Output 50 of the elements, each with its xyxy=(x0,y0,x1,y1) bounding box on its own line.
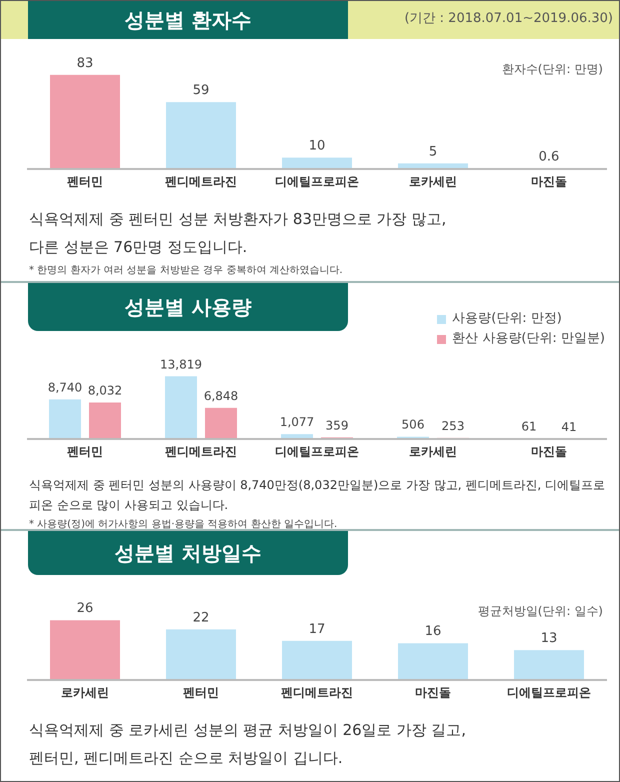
x-tick-label: 펜터민 xyxy=(67,444,103,459)
x-tick-label: 마진돌 xyxy=(531,444,567,459)
data-label: 61 xyxy=(521,420,537,434)
data-label: 16 xyxy=(424,624,442,640)
y-axis-title: 환자수(단위: 만명) xyxy=(502,61,603,78)
data-label: 506 xyxy=(402,418,424,432)
chart-title: 성분별 처방일수 xyxy=(28,531,348,575)
legend-label: 환산 사용량(단위: 만일분) xyxy=(451,330,605,348)
text: 펜터민, 펜디메트라진 순으로 처방일이 깁니다. xyxy=(29,748,344,769)
legend-label: 사용량(단위: 만정) xyxy=(451,310,563,328)
x-tick-label: 디에틸프로피온 xyxy=(275,174,359,189)
text: * 사용량(정)에 허가사항의 용법·용량을 적용하여 환산한 일수입니다. xyxy=(29,518,338,532)
data-label: 41 xyxy=(561,420,577,434)
data-label: 13,819 xyxy=(160,357,202,372)
x-tick-label: 마진돌 xyxy=(415,686,451,700)
data-label: 17 xyxy=(308,622,326,637)
data-label: 8,032 xyxy=(88,384,122,398)
x-tick-label: 펜디메트라진 xyxy=(165,444,237,459)
data-label: 359 xyxy=(326,418,348,432)
data-label: 13 xyxy=(540,631,558,646)
x-tick-label: 로카세린 xyxy=(409,174,457,189)
x-tick-label: 디에틸프로피온 xyxy=(275,444,359,459)
chart-title: 성분별 환자수 xyxy=(28,1,348,39)
data-label: 26 xyxy=(76,601,94,616)
chart-subtitle: (기간 : 2018.07.01~2019.06.30) xyxy=(404,10,613,27)
data-label: 253 xyxy=(442,418,464,433)
x-tick-label: 펜디메트라진 xyxy=(281,686,353,700)
x-tick-label: 디에틸프로피온 xyxy=(507,686,591,700)
x-tick-label: 펜디메트라진 xyxy=(165,174,237,189)
text: * 한명의 환자가 여러 성분을 처방받은 경우 중복하여 계산하였습니다. xyxy=(29,264,344,278)
text: 식욕억제제 중 펜터민 성분의 사용량이 8,740만정(8,032만일분)으로 가장 많고, 펜디메트라진, 디에틸프로피온 순으로 많이 사용되고 있습니다. xyxy=(29,477,606,514)
data-label: 6,848 xyxy=(204,388,238,403)
data-label: 10 xyxy=(308,138,326,154)
data-label: 83 xyxy=(76,56,94,71)
x-tick-label: 로카세린 xyxy=(61,686,109,700)
data-label: 0.6 xyxy=(538,149,560,164)
y-axis-title: 평균처방일(단위: 일수) xyxy=(478,603,603,620)
data-label: 5 xyxy=(428,144,438,160)
chart-title: 성분별 사용량 xyxy=(28,283,348,331)
x-tick-label: 펜터민 xyxy=(183,686,219,700)
text: 식욕억제제 중 펜터민 성분 처방환자가 83만명으로 가장 많고, xyxy=(29,209,448,230)
data-label: 1,077 xyxy=(280,415,314,430)
data-label: 8,740 xyxy=(48,380,82,394)
data-label: 22 xyxy=(192,610,210,626)
text: 다른 성분은 76만명 정도입니다. xyxy=(29,237,248,258)
text: 식욕억제제 중 로카세린 성분의 평균 처방일이 26일로 가장 길고, xyxy=(29,720,467,741)
data-label: 59 xyxy=(192,83,210,98)
x-tick-label: 마진돌 xyxy=(531,174,567,189)
x-tick-label: 펜터민 xyxy=(67,174,103,189)
x-tick-label: 로카세린 xyxy=(409,444,457,459)
